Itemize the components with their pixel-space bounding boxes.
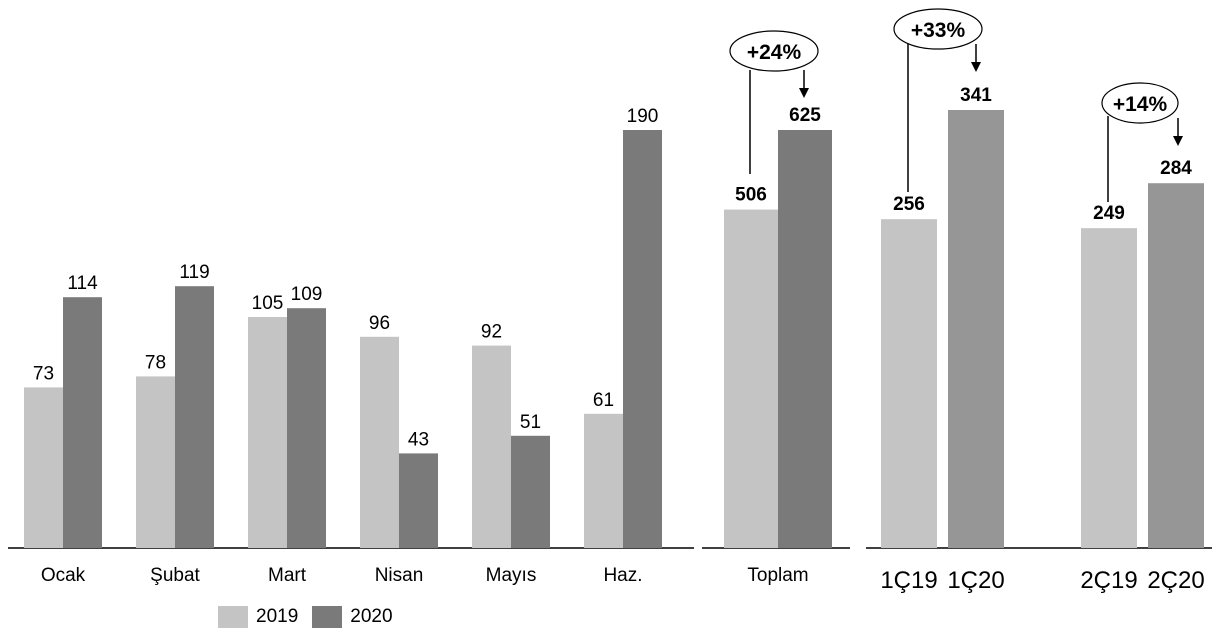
x-tick-label-total: Toplam — [747, 565, 808, 586]
value-label-2019-4: 92 — [481, 322, 502, 343]
value-label-total-2019: 506 — [735, 185, 767, 206]
bar-q2-0 — [1081, 228, 1137, 548]
monthly-panel: 73 114 Ocak 78 119 Şubat 105 109 Mart 96 43 Nisan 92… — [8, 106, 694, 586]
bar-total-2020 — [778, 130, 832, 548]
x-tick-label-2: Mart — [268, 565, 307, 586]
value-label-total-2020: 625 — [789, 105, 821, 126]
bar-q1-0 — [881, 219, 937, 548]
x-tick-label-1: Şubat — [150, 565, 200, 586]
bar-2020-4 — [511, 435, 550, 548]
x-tick-label-q2-1: 2Ç20 — [1147, 567, 1204, 594]
growth-label-q1: +33% — [911, 19, 966, 42]
bar-2019-5 — [584, 413, 623, 548]
value-label-q1-0: 256 — [893, 194, 925, 215]
value-label-2020-4: 51 — [520, 412, 541, 433]
value-label-2020-1: 119 — [179, 262, 209, 283]
bar-q2-1 — [1148, 183, 1204, 548]
value-label-q2-0: 249 — [1093, 203, 1125, 224]
x-tick-label-0: Ocak — [41, 565, 86, 586]
bar-2019-1 — [136, 376, 175, 548]
bar-q1-1 — [948, 110, 1004, 548]
value-label-q1-1: 341 — [960, 85, 992, 106]
value-label-2019-3: 96 — [369, 313, 390, 334]
value-label-q2-1: 284 — [1160, 158, 1192, 179]
bar-2019-3 — [360, 336, 399, 548]
value-label-2019-1: 78 — [145, 352, 166, 373]
bar-2020-0 — [63, 297, 102, 548]
legend-swatch-2019 — [218, 606, 248, 628]
x-tick-label-5: Haz. — [603, 565, 642, 586]
legend-swatch-2020 — [312, 606, 343, 628]
bar-2020-1 — [175, 286, 214, 548]
bar-2019-0 — [24, 387, 63, 548]
legend-item-2019: 2019 — [218, 606, 298, 628]
legend-label-2020: 2020 — [350, 606, 393, 627]
growth-arrowhead-total — [799, 88, 809, 98]
bar-2020-5 — [623, 130, 662, 548]
growth-arrowhead-q2 — [1173, 136, 1183, 146]
value-label-2020-5: 190 — [627, 106, 659, 127]
legend-label-2019: 2019 — [256, 606, 299, 627]
value-label-2020-2: 109 — [291, 284, 323, 305]
x-tick-label-q1-1: 1Ç20 — [947, 567, 1004, 594]
value-label-2019-2: 105 — [252, 293, 284, 314]
quarter-panel: 256 1Ç19 341 1Ç20 +33% 249 2Ç19 284 2Ç20 +14% — [866, 8, 1212, 594]
legend: 2019 2020 — [218, 604, 393, 630]
growth-badge-q2 — [1101, 82, 1179, 124]
growth-badge-q1 — [893, 8, 983, 50]
x-tick-label-3: Nisan — [375, 565, 424, 586]
x-tick-label-4: Mayıs — [486, 565, 537, 586]
legend-item-2020: 2020 — [312, 606, 393, 628]
growth-badge-total — [729, 30, 819, 72]
growth-label-total: +24% — [747, 41, 802, 64]
growth-arrowhead-q1 — [971, 62, 981, 72]
bar-2019-4 — [472, 345, 511, 548]
bar-2020-2 — [287, 308, 326, 548]
x-tick-label-q2-0: 2Ç19 — [1080, 567, 1137, 594]
value-label-2019-0: 73 — [33, 363, 54, 384]
bar-2020-3 — [399, 453, 438, 548]
total-panel: 506 625 Toplam +24% — [702, 30, 850, 586]
value-label-2020-3: 43 — [408, 429, 429, 450]
value-label-2019-5: 61 — [593, 390, 614, 411]
x-tick-label-q1-0: 1Ç19 — [880, 567, 937, 594]
bar-total-2019 — [724, 209, 778, 548]
growth-label-q2: +14% — [1113, 93, 1168, 116]
value-label-2020-0: 114 — [67, 273, 98, 294]
bar-2019-2 — [248, 317, 287, 548]
